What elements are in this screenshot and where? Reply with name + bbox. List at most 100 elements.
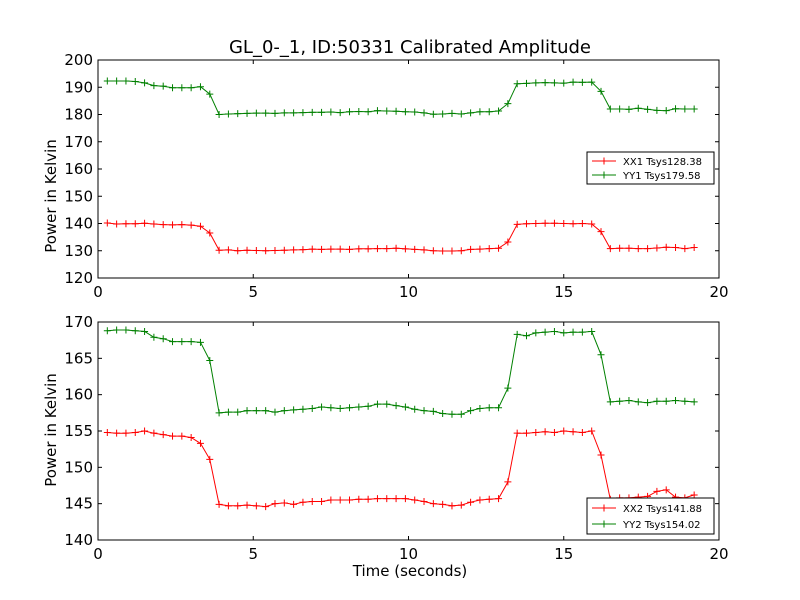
data-point	[373, 400, 381, 408]
data-point	[401, 108, 409, 116]
data-point	[206, 357, 214, 365]
series-1	[103, 219, 698, 255]
data-point	[280, 109, 288, 117]
data-point	[457, 110, 465, 118]
data-point	[364, 245, 372, 253]
data-point	[513, 330, 521, 338]
data-point	[457, 501, 465, 509]
data-point	[327, 404, 335, 412]
data-point	[327, 245, 335, 253]
data-point	[392, 107, 400, 115]
data-point	[262, 109, 270, 117]
legend-label: XX1 Tsys128.38	[623, 157, 702, 168]
data-point	[383, 400, 391, 408]
x-tick-label: 5	[248, 545, 258, 563]
data-point	[439, 410, 447, 418]
data-point	[318, 245, 326, 253]
data-point	[681, 397, 689, 405]
data-point	[336, 496, 344, 504]
data-point	[290, 109, 298, 117]
data-point	[420, 407, 428, 415]
data-point	[625, 244, 633, 252]
x-tick-label: 20	[709, 545, 728, 563]
legend-box	[586, 497, 715, 535]
data-point	[318, 497, 326, 505]
data-point	[690, 243, 698, 251]
data-point	[159, 335, 167, 343]
data-point	[364, 402, 372, 410]
data-point	[113, 326, 121, 334]
data-point	[467, 407, 475, 415]
data-point	[336, 109, 344, 117]
legend: XX2 Tsys141.88 YY2 Tsys154.02	[586, 497, 715, 535]
data-point	[485, 495, 493, 503]
data-point	[290, 406, 298, 414]
data-point	[653, 106, 661, 114]
data-point	[644, 399, 652, 407]
x-tick-label: 15	[554, 283, 573, 301]
x-tick-label: 0	[93, 283, 103, 301]
data-point	[429, 407, 437, 415]
data-point	[113, 429, 121, 437]
data-point	[569, 78, 577, 86]
data-point	[588, 427, 596, 435]
data-point	[439, 247, 447, 255]
legend: XX1 Tsys128.38 YY1 Tsys179.58	[586, 151, 715, 185]
data-point	[578, 328, 586, 336]
data-point	[439, 500, 447, 508]
data-point	[290, 500, 298, 508]
data-point	[141, 327, 149, 335]
y-tick-label: 200	[64, 51, 93, 69]
series-2	[103, 77, 698, 118]
data-point	[662, 397, 670, 405]
data-point	[588, 78, 596, 86]
data-point	[243, 109, 251, 117]
data-point	[448, 410, 456, 418]
data-point	[103, 327, 111, 335]
data-point	[131, 220, 139, 228]
data-point	[457, 247, 465, 255]
data-point	[476, 245, 484, 253]
data-point	[634, 245, 642, 253]
data-point	[131, 327, 139, 335]
data-point	[122, 220, 130, 228]
x-tick-label: 20	[709, 283, 728, 301]
data-point	[336, 404, 344, 412]
data-point	[252, 407, 260, 415]
data-point	[681, 245, 689, 253]
data-point	[504, 384, 512, 392]
data-point	[262, 407, 270, 415]
data-point	[690, 105, 698, 113]
data-point	[355, 245, 363, 253]
data-point	[522, 332, 530, 340]
data-point	[234, 408, 242, 416]
data-point	[485, 404, 493, 412]
data-point	[150, 220, 158, 228]
data-point	[448, 502, 456, 510]
data-point	[644, 105, 652, 113]
data-point	[262, 503, 270, 511]
y-tick-label: 170	[64, 133, 93, 151]
y-axis-label: Power in Kelvin	[42, 373, 60, 487]
data-point	[262, 247, 270, 255]
data-point	[159, 82, 167, 90]
data-point	[141, 219, 149, 227]
data-point	[215, 111, 223, 118]
data-point	[560, 79, 568, 87]
data-point	[234, 502, 242, 510]
data-point	[187, 338, 195, 346]
y-tick-label: 140	[64, 531, 93, 549]
data-point	[392, 244, 400, 252]
data-point	[187, 84, 195, 92]
y-tick-label: 150	[64, 187, 93, 205]
data-point	[420, 497, 428, 505]
x-tick-label: 10	[399, 283, 418, 301]
data-point	[373, 495, 381, 503]
data-point	[224, 502, 232, 510]
data-point	[271, 246, 279, 254]
data-point	[178, 221, 186, 229]
data-point	[476, 496, 484, 504]
data-point	[346, 245, 354, 253]
data-point	[150, 82, 158, 90]
